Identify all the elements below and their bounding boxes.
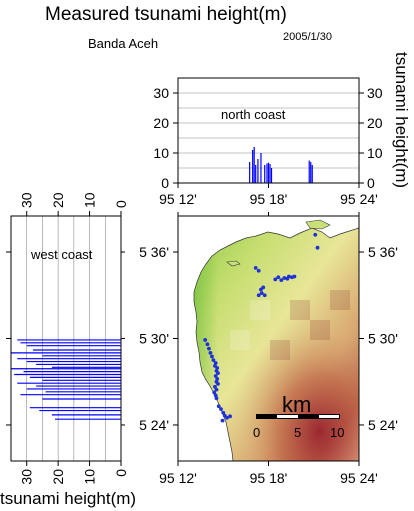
north-ticks: 0 0 10 10 20 20 30 30 95 12' 95 18' 95 24' <box>153 85 382 207</box>
survey-point <box>211 358 216 363</box>
north-xtick-label: 95 18' <box>250 191 288 207</box>
west-ticks: 0 0 10 10 20 20 30 30 <box>6 192 129 485</box>
north-ytick-label-right: 30 <box>367 85 383 101</box>
figure-title: Measured tsunami height(m) <box>45 4 287 25</box>
survey-point <box>210 354 214 359</box>
north-coast-chart: 0 0 10 10 20 20 30 30 95 12' 95 18' 95 24' north c… <box>153 52 411 207</box>
island <box>226 260 241 267</box>
survey-point <box>215 366 220 370</box>
north-y-axis-label: tsunami height(m) <box>392 52 411 188</box>
survey-point <box>219 407 223 412</box>
west-coast-chart: 0 0 10 10 20 20 30 30 west coast tsunami height… <box>0 192 136 508</box>
north-ytick-label-left: 0 <box>161 175 169 191</box>
map-ticks: 95 12' 95 18' 95 24' 5 24' 5 24' 5 30' 5 30' 5 … <box>139 212 398 486</box>
west-xtick-label-bottom: 30 <box>19 469 35 485</box>
survey-point <box>213 384 217 389</box>
survey-points <box>203 232 320 423</box>
map-xtick-label: 95 24' <box>340 470 378 486</box>
survey-point <box>279 278 284 283</box>
survey-point <box>282 276 287 280</box>
survey-point <box>221 410 226 415</box>
north-ytick-label-right: 20 <box>367 115 383 131</box>
north-bars <box>249 147 313 183</box>
map-ytick-label-left: 5 36' <box>139 244 169 260</box>
north-ytick-label-left: 10 <box>153 145 169 161</box>
scale-bar: km 0 5 10 <box>253 392 344 440</box>
west-xtick-label-top: 20 <box>50 192 66 208</box>
survey-point <box>213 393 218 398</box>
map-ytick-label-right: 5 30' <box>368 331 398 347</box>
survey-point <box>213 361 218 365</box>
survey-point <box>207 346 211 351</box>
island <box>305 219 331 230</box>
survey-point <box>205 342 210 347</box>
west-xtick-label-top: 0 <box>113 200 129 208</box>
north-xtick-label: 95 24' <box>340 191 378 207</box>
terrain <box>178 216 359 461</box>
survey-point <box>259 287 263 292</box>
survey-point <box>315 245 320 250</box>
survey-point <box>214 396 219 401</box>
survey-point <box>286 274 291 279</box>
map-xtick-label: 95 18' <box>250 470 288 486</box>
survey-point <box>225 415 229 420</box>
survey-point <box>259 291 264 296</box>
survey-point <box>215 376 220 381</box>
survey-point <box>256 268 261 273</box>
map-ytick-label-left: 5 30' <box>139 331 169 347</box>
west-panel-label: west coast <box>30 247 93 262</box>
map-ytick-label-right: 5 36' <box>368 244 398 260</box>
west-xtick-label-bottom: 10 <box>82 469 98 485</box>
north-ytick-label-right: 10 <box>367 145 383 161</box>
scale-bar-tick-0: 0 <box>253 425 260 440</box>
north-ytick-label-left: 20 <box>153 115 169 131</box>
west-xtick-label-bottom: 20 <box>50 469 66 485</box>
west-xtick-label-top: 30 <box>19 192 35 208</box>
survey-point <box>253 265 258 270</box>
map-ytick-label-right: 5 24' <box>368 417 398 433</box>
west-xtick-label-bottom: 0 <box>113 469 129 477</box>
survey-point <box>203 338 208 342</box>
survey-point <box>213 374 218 378</box>
survey-point <box>208 351 213 355</box>
survey-point <box>220 418 225 423</box>
west-x-axis-label: tsunami height(m) <box>0 489 136 508</box>
survey-point <box>313 232 318 237</box>
location-label: Banda Aceh <box>88 36 158 51</box>
survey-point <box>292 274 297 279</box>
map-panel: 95 12' 95 18' 95 24' 5 24' 5 24' 5 30' 5 30' 5 … <box>139 212 398 486</box>
survey-point <box>216 381 220 386</box>
survey-point <box>214 387 219 392</box>
survey-point <box>216 371 220 375</box>
scale-bar-tick-5: 5 <box>294 425 301 440</box>
survey-point <box>273 277 278 282</box>
west-xtick-label-top: 10 <box>82 192 98 208</box>
north-ytick-label-right: 0 <box>367 175 375 191</box>
north-grid <box>178 77 359 184</box>
date-label: 2005/1/30 <box>283 31 332 43</box>
survey-point <box>228 414 232 419</box>
survey-point <box>212 390 217 395</box>
scale-bar-unit: km <box>282 392 311 417</box>
north-panel-label: north coast <box>221 107 286 122</box>
map-ytick-label-left: 5 24' <box>139 417 169 433</box>
west-bars <box>11 339 121 420</box>
survey-point <box>276 275 281 280</box>
survey-point <box>262 293 267 298</box>
survey-point <box>216 404 221 409</box>
north-ytick-label-left: 30 <box>153 85 169 101</box>
scale-bar-tick-10: 10 <box>330 425 344 440</box>
north-xtick-label: 95 12' <box>159 191 197 207</box>
map-xtick-label: 95 12' <box>159 470 197 486</box>
survey-point <box>256 293 261 298</box>
